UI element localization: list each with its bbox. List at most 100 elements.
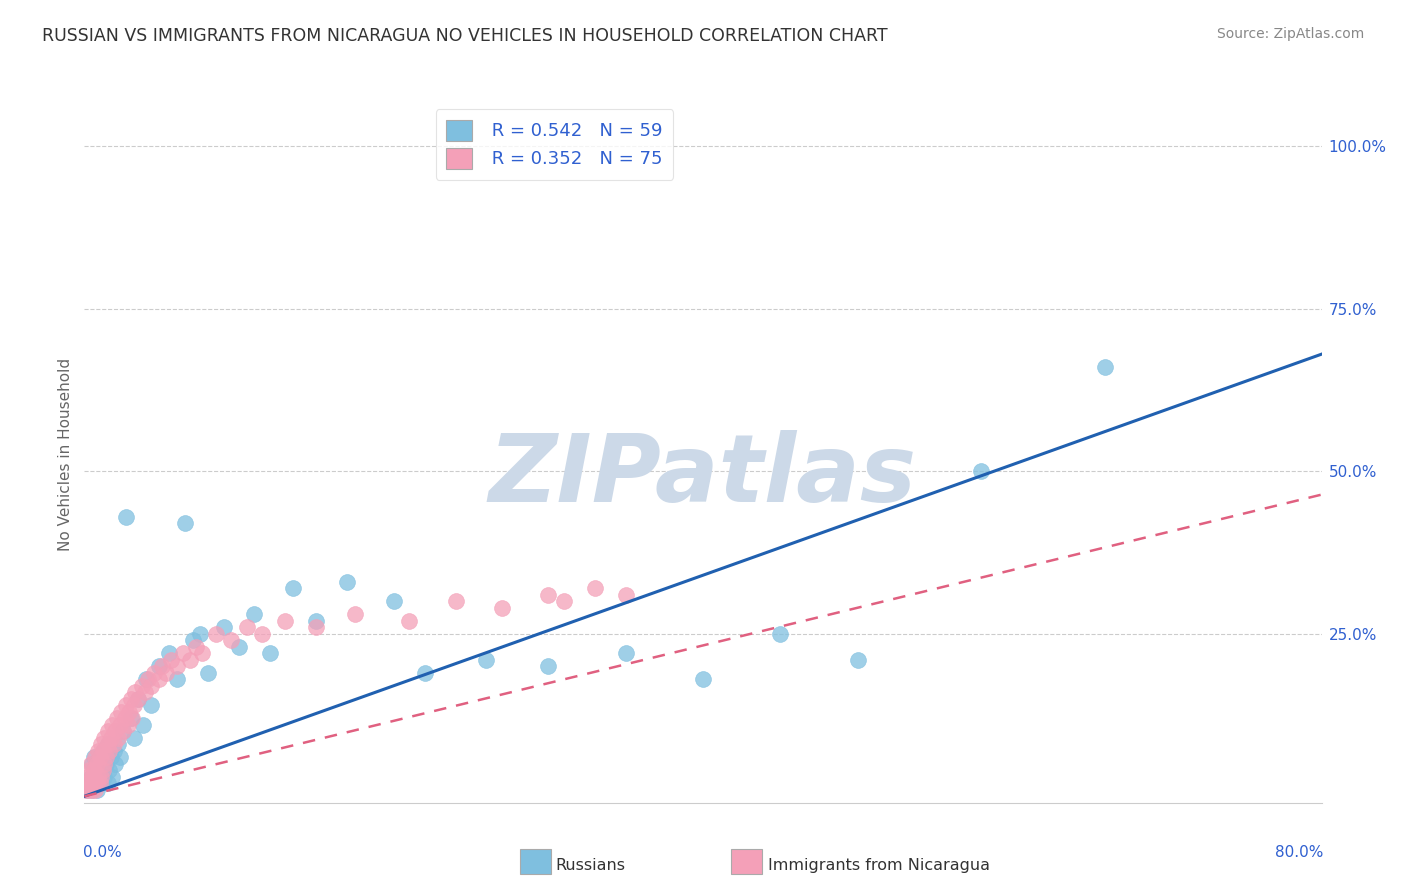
Point <box>970 464 993 478</box>
Point <box>228 640 250 654</box>
Point <box>91 744 114 758</box>
Point <box>148 659 170 673</box>
Point <box>1094 360 1116 375</box>
Point <box>96 776 118 790</box>
Point <box>537 659 560 673</box>
Text: RUSSIAN VS IMMIGRANTS FROM NICARAGUA NO VEHICLES IN HOUSEHOLD CORRELATION CHART: RUSSIAN VS IMMIGRANTS FROM NICARAGUA NO … <box>42 27 887 45</box>
Point <box>77 782 100 797</box>
Point <box>96 737 118 751</box>
Point <box>135 672 157 686</box>
Point <box>79 756 101 771</box>
Point <box>127 691 149 706</box>
Point <box>94 756 117 771</box>
Point <box>127 691 149 706</box>
Point <box>120 711 142 725</box>
Point <box>398 614 420 628</box>
Point <box>235 620 259 634</box>
Point <box>100 750 122 764</box>
Point <box>155 665 177 680</box>
Point <box>160 653 183 667</box>
Point <box>553 594 575 608</box>
Point <box>98 744 121 758</box>
Point <box>84 750 107 764</box>
Point <box>87 744 110 758</box>
Y-axis label: No Vehicles in Household: No Vehicles in Household <box>58 359 73 551</box>
Point <box>96 737 118 751</box>
Point <box>93 756 115 771</box>
Point <box>537 588 560 602</box>
Point <box>148 672 170 686</box>
Point <box>188 626 211 640</box>
Text: Source: ZipAtlas.com: Source: ZipAtlas.com <box>1216 27 1364 41</box>
Point <box>131 679 153 693</box>
Point <box>139 679 162 693</box>
Point <box>107 737 129 751</box>
Point <box>143 665 166 680</box>
Point <box>139 698 162 713</box>
Point <box>305 614 328 628</box>
Point <box>120 691 142 706</box>
Point <box>197 665 219 680</box>
Point <box>90 737 112 751</box>
Point <box>93 731 115 745</box>
Legend:  R = 0.542   N = 59,  R = 0.352   N = 75: R = 0.542 N = 59, R = 0.352 N = 75 <box>436 109 673 179</box>
Point <box>108 750 131 764</box>
Point <box>86 782 108 797</box>
Point <box>112 724 135 739</box>
Point <box>112 724 135 739</box>
Point <box>90 770 112 784</box>
Point <box>82 770 104 784</box>
Point <box>614 646 637 660</box>
Point <box>103 737 125 751</box>
Point <box>132 718 155 732</box>
Point <box>83 776 105 790</box>
Point <box>583 581 606 595</box>
Point <box>444 594 467 608</box>
Point <box>115 698 138 713</box>
Point <box>475 653 498 667</box>
Point <box>82 756 104 771</box>
Point <box>166 659 188 673</box>
Text: 80.0%: 80.0% <box>1274 845 1323 860</box>
Point <box>98 764 121 778</box>
Point <box>118 705 141 719</box>
Point <box>82 782 104 797</box>
Point <box>110 705 132 719</box>
Point <box>84 782 107 797</box>
Point <box>136 672 159 686</box>
Point <box>89 750 111 764</box>
Point <box>122 698 145 713</box>
Point <box>101 718 124 732</box>
Point <box>96 724 118 739</box>
Point <box>100 731 122 745</box>
Point <box>115 509 138 524</box>
Point <box>212 620 235 634</box>
Point <box>101 770 124 784</box>
Point <box>103 744 125 758</box>
Point <box>82 782 104 797</box>
Point <box>259 646 281 660</box>
Point <box>77 764 100 778</box>
Point <box>281 581 305 595</box>
Point <box>79 776 101 790</box>
Point <box>219 633 242 648</box>
Point <box>79 770 101 784</box>
Point <box>90 776 112 790</box>
Point <box>91 764 114 778</box>
Point <box>382 594 405 608</box>
Point <box>117 718 139 732</box>
Point <box>491 600 513 615</box>
Text: ZIPatlas: ZIPatlas <box>489 430 917 522</box>
Point <box>86 764 108 778</box>
Point <box>75 782 97 797</box>
Point <box>76 782 98 797</box>
Point <box>91 764 114 778</box>
Point <box>150 659 173 673</box>
Point <box>94 750 117 764</box>
Point <box>114 711 136 725</box>
Point <box>122 731 145 745</box>
Point <box>107 731 129 745</box>
Point <box>91 744 114 758</box>
Point <box>77 776 100 790</box>
Point <box>413 665 436 680</box>
